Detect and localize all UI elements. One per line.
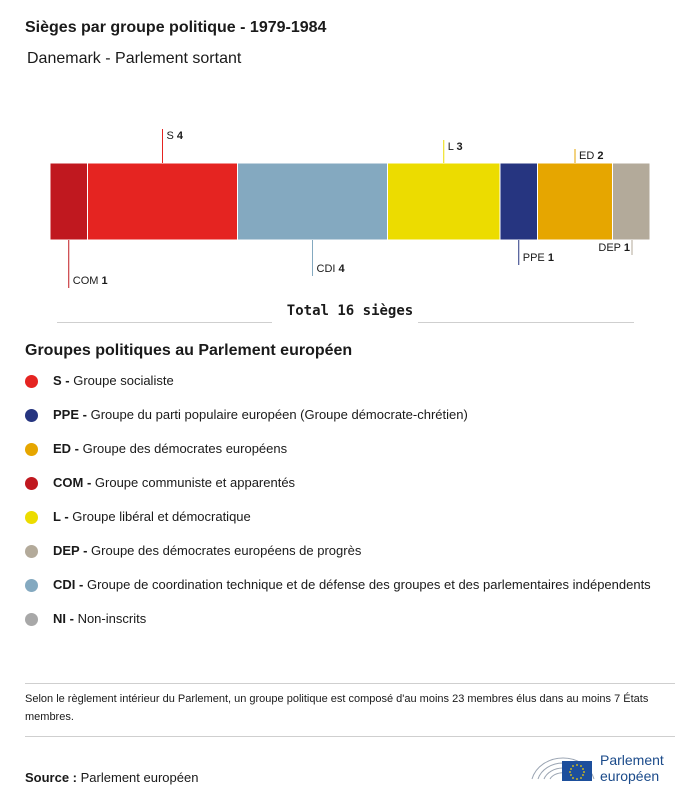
legend-dot-icon — [25, 375, 38, 388]
legend-desc: Non-inscrits — [73, 611, 147, 626]
legend-item-dep: DEP - Groupe des démocrates européens de… — [25, 542, 665, 560]
legend-item-com: COM - Groupe communiste et apparentés — [25, 474, 665, 492]
stacked-bar-chart: COM 1 S 4 CDI 4 L 3 PPE 1 ED 2 DEP 1 — [49, 129, 651, 288]
segment-label-com: COM 1 — [73, 275, 108, 287]
logo-line-2: européen — [600, 768, 660, 784]
legend-desc: Groupe du parti populaire européen (Grou… — [86, 407, 468, 422]
footnote: Selon le règlement intérieur du Parlemen… — [25, 693, 649, 723]
logo-line-1: Parlement — [600, 752, 664, 768]
legend-abbr: DEP - — [53, 543, 88, 558]
legend-item-l: L - Groupe libéral et démocratique — [25, 508, 665, 526]
legend-abbr: CDI - — [53, 577, 84, 592]
chart-subtitle: Danemark - Parlement sortant — [27, 50, 242, 67]
total-divider-right — [418, 322, 634, 323]
segment-label-ppe: PPE 1 — [523, 252, 554, 264]
legend-desc: Groupe de coordination technique et de d… — [83, 577, 651, 592]
bar-segment-s — [87, 162, 238, 241]
segment-label-cdi: CDI 4 — [317, 263, 346, 275]
legend-text: NI - Non-inscrits — [53, 610, 665, 628]
bar-segment-ppe — [499, 162, 538, 241]
legend-desc: Groupe des démocrates européens de progr… — [87, 543, 362, 558]
legend-abbr: PPE - — [53, 407, 87, 422]
segment-label-ed: ED 2 — [579, 150, 603, 162]
note-divider-top — [25, 683, 675, 684]
legend-text: L - Groupe libéral et démocratique — [53, 508, 665, 526]
legend-item-ni: NI - Non-inscrits — [25, 610, 665, 628]
legend-abbr: S - — [53, 373, 70, 388]
legend-dot-icon — [25, 579, 38, 592]
legend-text: CDI - Groupe de coordination technique e… — [53, 576, 665, 594]
source-value: Parlement européen — [80, 770, 199, 785]
legend-desc: Groupe des démocrates européens — [79, 441, 288, 456]
source-label: Source : — [25, 770, 78, 785]
legend-item-ppe: PPE - Groupe du parti populaire européen… — [25, 406, 665, 424]
legend-abbr: COM - — [53, 475, 92, 490]
legend: S - Groupe socialiste PPE - Groupe du par… — [25, 372, 665, 644]
european-parliament-logo-icon — [531, 757, 595, 781]
total-label: Total 16 sièges — [286, 303, 414, 319]
legend-desc: Groupe communiste et apparentés — [91, 475, 296, 490]
legend-text: ED - Groupe des démocrates européens — [53, 440, 665, 458]
bar-segment-l — [387, 162, 501, 241]
bar-segment-ed — [537, 162, 613, 241]
legend-text: S - Groupe socialiste — [53, 372, 665, 390]
bar-segment-dep — [612, 162, 651, 241]
bar-segment-cdi — [237, 162, 388, 241]
logo-text: Parlement européen — [600, 752, 664, 784]
legend-item-cdi: CDI - Groupe de coordination technique e… — [25, 576, 665, 594]
note-divider-bottom — [25, 736, 675, 737]
legend-dot-icon — [25, 545, 38, 558]
legend-dot-icon — [25, 477, 38, 490]
segment-label-dep: DEP 1 — [598, 242, 630, 254]
legend-abbr: ED - — [53, 441, 79, 456]
source: Source : Parlement européen — [25, 770, 198, 785]
legend-desc: Groupe libéral et démocratique — [68, 509, 251, 524]
legend-text: DEP - Groupe des démocrates européens de… — [53, 542, 665, 560]
chart-title: Sièges par groupe politique - 1979-1984 — [25, 19, 327, 36]
legend-abbr: L - — [53, 509, 69, 524]
legend-text: PPE - Groupe du parti populaire européen… — [53, 406, 665, 424]
legend-desc: Groupe socialiste — [69, 373, 174, 388]
legend-dot-icon — [25, 613, 38, 626]
legend-dot-icon — [25, 511, 38, 524]
legend-title: Groupes politiques au Parlement européen — [25, 342, 353, 359]
legend-abbr: NI - — [53, 611, 74, 626]
legend-item-ed: ED - Groupe des démocrates européens — [25, 440, 665, 458]
total-divider-left — [57, 322, 272, 323]
legend-dot-icon — [25, 443, 38, 456]
legend-item-s: S - Groupe socialiste — [25, 372, 665, 390]
segment-label-s: S 4 — [167, 130, 184, 142]
legend-text: COM - Groupe communiste et apparentés — [53, 474, 665, 492]
segment-label-l: L 3 — [448, 141, 463, 153]
bar-segment-com — [49, 162, 88, 241]
legend-dot-icon — [25, 409, 38, 422]
